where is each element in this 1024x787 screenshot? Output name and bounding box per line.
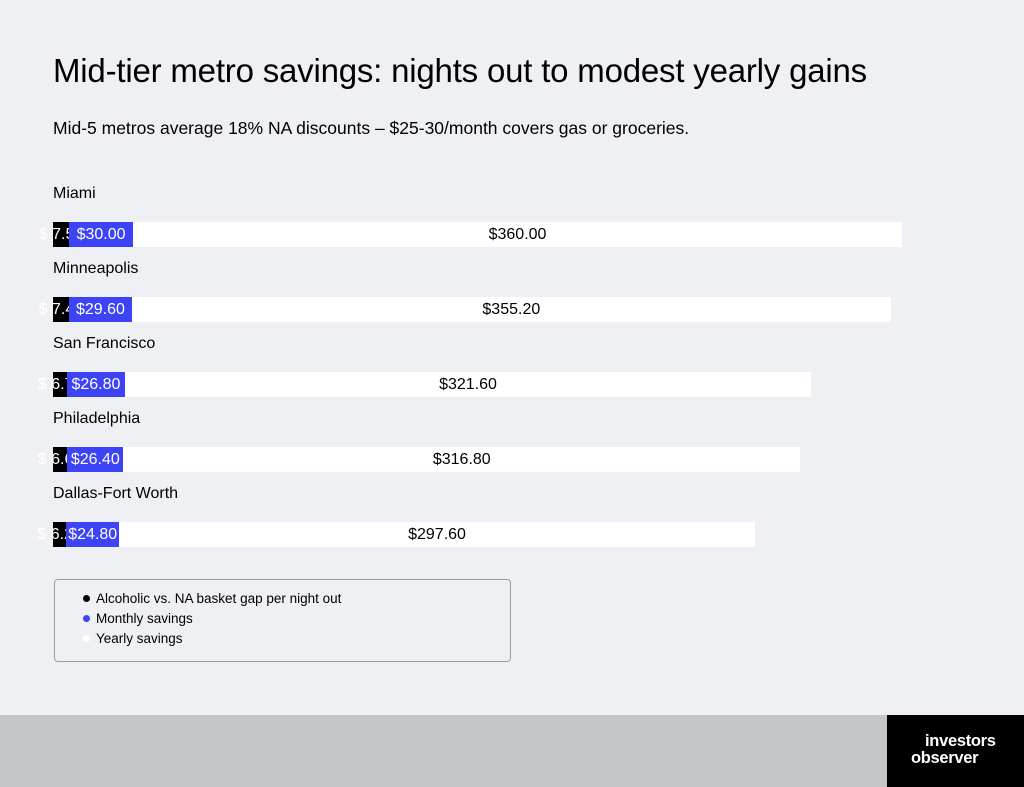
chart-title: Mid-tier metro savings: nights out to mo… bbox=[53, 52, 867, 89]
legend-dot-icon bbox=[83, 595, 90, 602]
legend-dot-icon bbox=[83, 615, 90, 622]
legend-item: Alcoholic vs. NA basket gap per night ou… bbox=[83, 591, 341, 606]
legend-dot-icon bbox=[83, 635, 90, 642]
bar-segment-monthly: $26.40 bbox=[67, 447, 124, 472]
bar-segment-monthly: $26.80 bbox=[67, 372, 125, 397]
data-label: $30.00 bbox=[76, 225, 126, 243]
data-label: $321.60 bbox=[439, 375, 497, 393]
logo-text-line1: investors bbox=[925, 732, 996, 750]
bar-segment-yearly: $316.80 bbox=[123, 447, 801, 472]
bar-segment-yearly: $321.60 bbox=[124, 372, 812, 397]
bar-segment-night-gap: $ 6.70 bbox=[38, 372, 82, 397]
data-label: $355.20 bbox=[482, 300, 541, 318]
legend-label: Monthly savings bbox=[96, 611, 193, 626]
legend-item: Monthly savings bbox=[83, 611, 193, 626]
bar-segment-night-gap: $ 6.20 bbox=[37, 522, 82, 547]
bar-segment-yearly: $355.20 bbox=[132, 297, 891, 322]
category-label: San Francisco bbox=[53, 335, 156, 352]
data-label: $26.40 bbox=[70, 450, 120, 468]
data-label: $26.80 bbox=[71, 375, 121, 393]
bar-segment-night-gap: $ 6.60 bbox=[38, 447, 82, 472]
chart-legend: Alcoholic vs. NA basket gap per night ou… bbox=[54, 579, 511, 662]
bar-segment-monthly: $24.80 bbox=[66, 522, 120, 547]
bar-segment-night-gap: $ 7.50 bbox=[39, 222, 83, 247]
bar-segment-yearly: $360.00 bbox=[133, 222, 902, 247]
logo-text-line2: observer bbox=[911, 749, 979, 767]
bar-segment-monthly: $30.00 bbox=[69, 222, 134, 247]
bar-segment-monthly: $29.60 bbox=[68, 297, 133, 322]
category-label: Philadelphia bbox=[53, 410, 141, 427]
data-label: $297.60 bbox=[408, 525, 466, 543]
category-label: Minneapolis bbox=[53, 260, 139, 277]
data-label: $29.60 bbox=[75, 300, 125, 318]
data-label: $360.00 bbox=[488, 225, 547, 243]
legend-label: Yearly savings bbox=[96, 631, 183, 646]
data-label: $24.80 bbox=[68, 525, 118, 543]
category-label: Dallas-Fort Worth bbox=[53, 485, 179, 502]
investors-observer-logo: investors observer bbox=[887, 715, 1024, 787]
bar-segment-night-gap: $ 7.40 bbox=[39, 297, 83, 322]
bar-segment-yearly: $297.60 bbox=[119, 522, 755, 547]
legend-item: Yearly savings bbox=[83, 631, 183, 646]
category-label: Miami bbox=[53, 185, 96, 202]
chart-subtitle: Mid-5 metros average 18% NA discounts – … bbox=[53, 118, 690, 138]
footer-bar bbox=[0, 715, 1024, 787]
data-label: $316.80 bbox=[432, 450, 491, 468]
legend-label: Alcoholic vs. NA basket gap per night ou… bbox=[96, 591, 342, 606]
